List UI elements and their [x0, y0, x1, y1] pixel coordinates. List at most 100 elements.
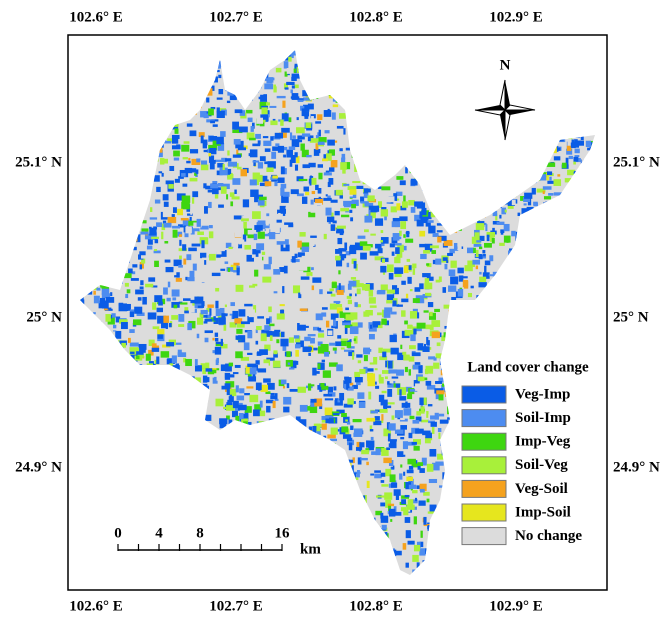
land-patch — [194, 359, 198, 366]
land-patch — [194, 365, 202, 372]
land-patch — [388, 423, 396, 431]
land-patch — [325, 170, 330, 174]
land-patch — [235, 284, 244, 292]
land-patch — [276, 219, 282, 223]
land-patch — [423, 524, 431, 527]
land-patch — [294, 253, 298, 259]
land-patch — [344, 242, 348, 251]
land-patch — [367, 373, 376, 382]
land-patch — [342, 168, 346, 174]
land-patch — [270, 136, 274, 141]
land-patch — [457, 267, 464, 274]
land-patch — [139, 286, 144, 290]
land-patch — [341, 426, 349, 433]
land-patch — [482, 272, 490, 279]
land-patch — [369, 324, 373, 329]
land-patch — [329, 303, 338, 310]
land-patch — [235, 140, 244, 149]
land-patch — [142, 220, 147, 224]
land-patch — [337, 335, 342, 339]
land-patch — [264, 181, 272, 187]
land-patch — [264, 83, 274, 90]
land-patch — [260, 333, 267, 342]
land-patch — [212, 187, 219, 195]
land-patch — [226, 389, 233, 396]
land-patch — [356, 429, 363, 434]
land-patch — [396, 203, 401, 211]
land-patch — [238, 241, 243, 249]
land-patch — [363, 193, 369, 199]
land-patch — [478, 246, 483, 250]
land-patch — [581, 157, 584, 163]
land-patch — [386, 447, 390, 450]
land-patch — [289, 367, 295, 370]
land-patch — [194, 377, 201, 383]
land-patch — [273, 350, 278, 355]
land-patch — [238, 412, 244, 420]
land-patch — [398, 184, 403, 189]
land-patch — [217, 163, 224, 168]
land-patch — [391, 251, 395, 256]
land-patch — [226, 194, 229, 200]
land-patch — [330, 313, 339, 320]
land-patch — [404, 494, 410, 498]
land-patch — [216, 278, 219, 287]
land-patch — [299, 317, 309, 325]
land-patch — [405, 562, 409, 568]
land-patch — [399, 473, 403, 480]
land-patch — [154, 199, 161, 204]
land-patch — [387, 503, 395, 507]
land-patch — [166, 297, 171, 302]
land-patch — [330, 427, 338, 435]
land-patch — [426, 336, 429, 345]
land-patch — [222, 163, 225, 171]
land-patch — [309, 178, 312, 186]
land-patch — [310, 384, 315, 387]
land-patch — [446, 260, 449, 264]
land-patch — [436, 230, 443, 233]
land-patch — [346, 295, 352, 299]
land-patch — [221, 383, 231, 390]
land-patch — [403, 471, 406, 476]
land-patch — [244, 392, 250, 396]
land-patch — [255, 174, 263, 182]
land-patch — [284, 222, 294, 225]
land-patch — [254, 225, 263, 233]
land-patch — [341, 412, 347, 418]
land-patch — [265, 399, 274, 404]
land-patch — [517, 212, 521, 217]
land-patch — [220, 145, 224, 149]
land-patch — [316, 371, 320, 374]
land-patch — [409, 345, 416, 350]
land-patch — [393, 333, 397, 336]
land-patch — [335, 317, 345, 321]
land-patch — [428, 312, 436, 320]
land-patch — [430, 421, 437, 427]
land-patch — [216, 251, 222, 255]
land-patch — [334, 304, 343, 308]
land-patch — [351, 202, 356, 209]
land-patch — [210, 208, 214, 213]
land-patch — [207, 189, 214, 193]
land-patch — [335, 301, 340, 306]
land-patch — [277, 332, 283, 337]
land-patch — [427, 302, 434, 308]
land-patch — [311, 267, 314, 271]
land-patch — [190, 299, 196, 304]
land-patch — [172, 225, 180, 229]
land-patch — [384, 307, 393, 312]
land-patch — [400, 344, 403, 350]
land-patch — [204, 414, 212, 421]
land-patch — [574, 139, 578, 143]
land-patch — [309, 138, 319, 143]
land-patch — [166, 358, 171, 365]
land-patch — [282, 386, 286, 389]
land-patch — [425, 292, 432, 297]
land-patch — [556, 146, 559, 152]
land-patch — [380, 240, 383, 243]
land-patch — [329, 288, 334, 292]
land-patch — [331, 112, 336, 120]
land-patch — [255, 360, 260, 365]
land-patch — [392, 287, 399, 295]
land-patch — [228, 246, 233, 250]
